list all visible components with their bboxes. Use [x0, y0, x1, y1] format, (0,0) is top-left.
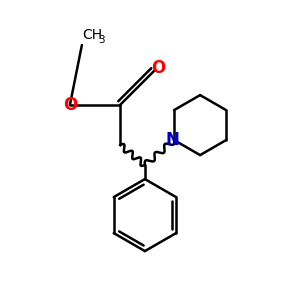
Text: 3: 3	[98, 34, 105, 45]
Text: CH: CH	[82, 28, 102, 42]
Text: N: N	[166, 131, 180, 149]
Text: O: O	[63, 96, 77, 114]
Text: O: O	[151, 59, 165, 77]
